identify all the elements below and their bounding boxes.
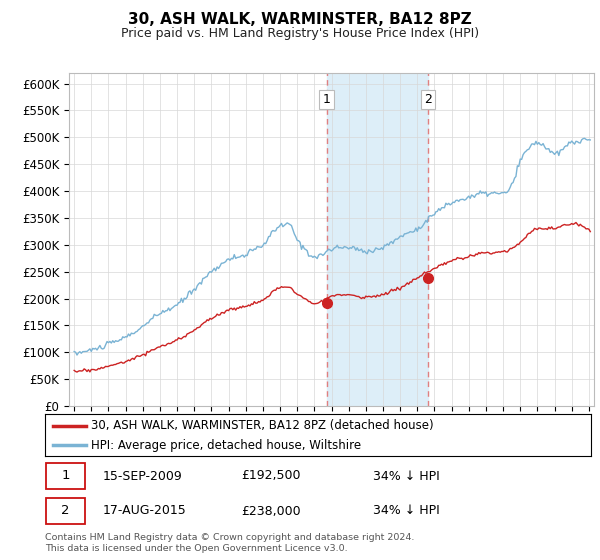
Text: 1: 1 xyxy=(323,93,331,106)
Bar xyxy=(46,463,85,489)
Text: £192,500: £192,500 xyxy=(242,469,301,483)
Text: 2: 2 xyxy=(61,504,70,517)
Text: 34% ↓ HPI: 34% ↓ HPI xyxy=(373,505,439,517)
Text: 30, ASH WALK, WARMINSTER, BA12 8PZ (detached house): 30, ASH WALK, WARMINSTER, BA12 8PZ (deta… xyxy=(91,419,434,432)
Text: HPI: Average price, detached house, Wiltshire: HPI: Average price, detached house, Wilt… xyxy=(91,438,362,451)
Text: 30, ASH WALK, WARMINSTER, BA12 8PZ: 30, ASH WALK, WARMINSTER, BA12 8PZ xyxy=(128,12,472,27)
Text: 15-SEP-2009: 15-SEP-2009 xyxy=(103,469,182,483)
Text: Contains HM Land Registry data © Crown copyright and database right 2024.
This d: Contains HM Land Registry data © Crown c… xyxy=(45,533,415,553)
Text: 2: 2 xyxy=(424,93,432,106)
Bar xyxy=(326,73,428,406)
Text: £238,000: £238,000 xyxy=(242,505,301,517)
Text: 17-AUG-2015: 17-AUG-2015 xyxy=(103,505,186,517)
Text: 34% ↓ HPI: 34% ↓ HPI xyxy=(373,469,439,483)
Bar xyxy=(46,498,85,524)
Text: Price paid vs. HM Land Registry's House Price Index (HPI): Price paid vs. HM Land Registry's House … xyxy=(121,27,479,40)
Text: 1: 1 xyxy=(61,469,70,482)
